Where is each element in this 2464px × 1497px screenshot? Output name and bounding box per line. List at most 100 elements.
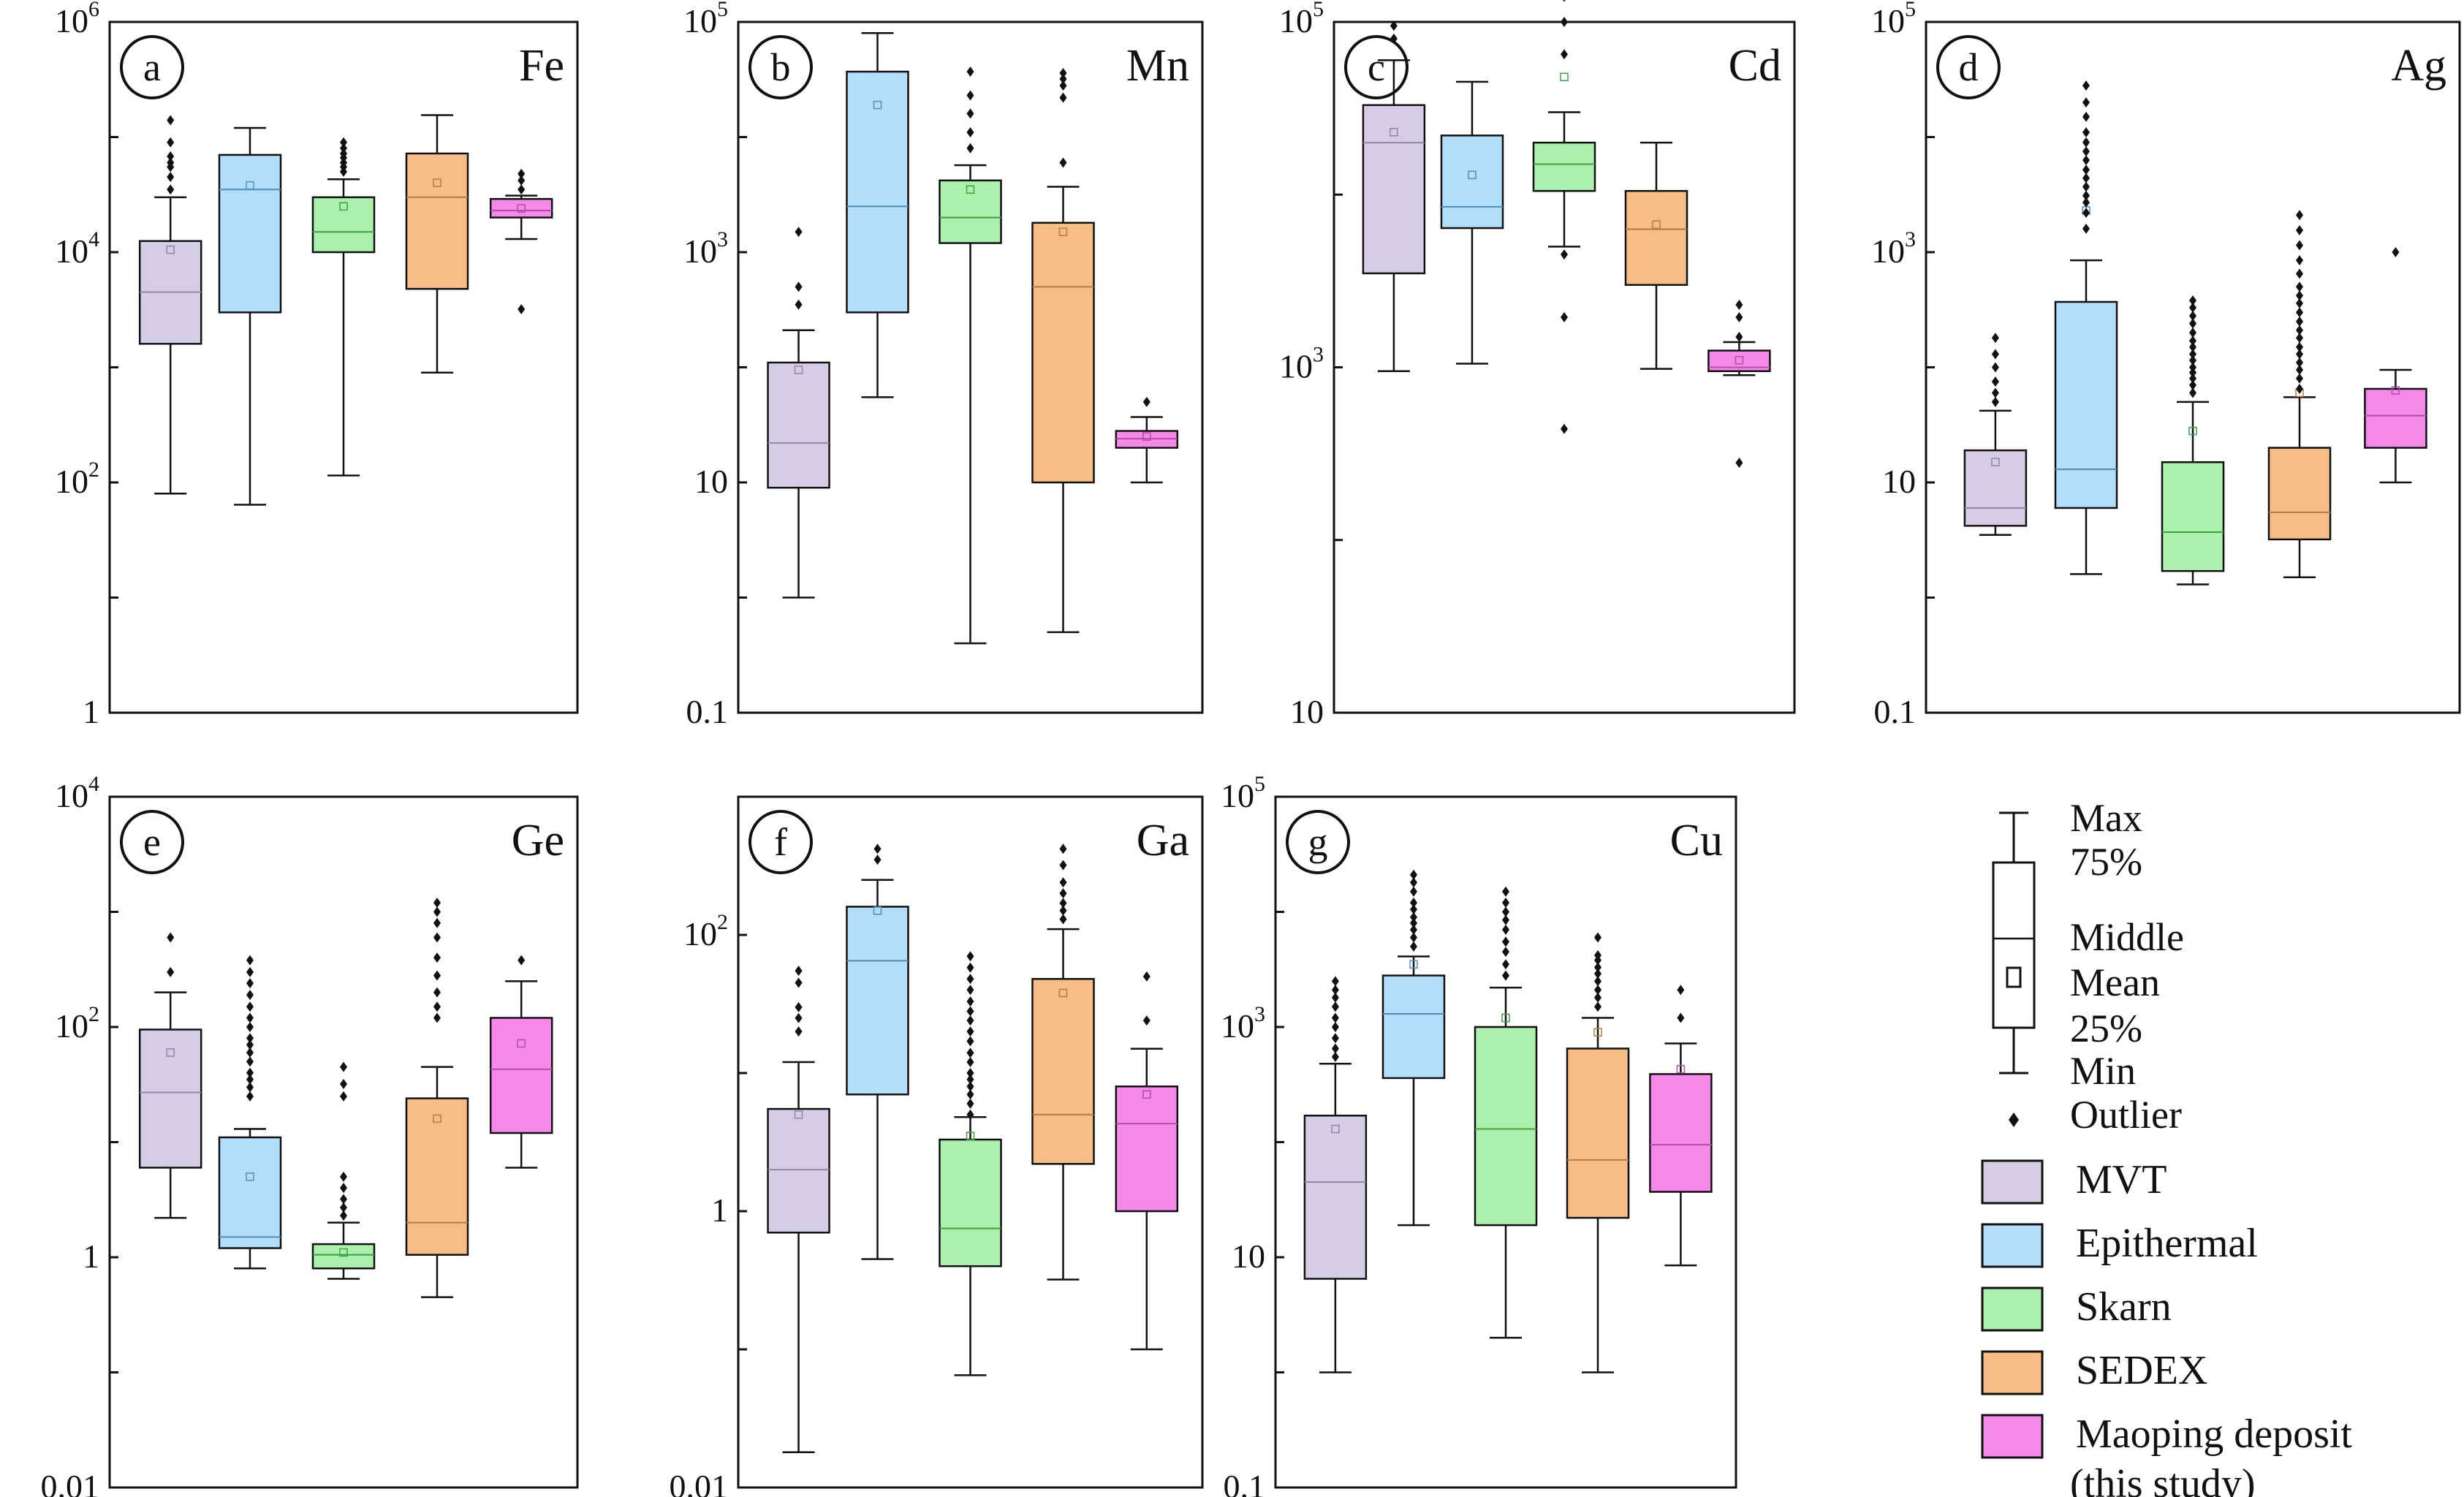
- outlier-point: [1059, 80, 1067, 91]
- outlier-point: [1410, 917, 1417, 928]
- outlier-point: [1059, 157, 1067, 168]
- mean-marker: [166, 245, 175, 254]
- box-epithermal: [1440, 80, 1504, 365]
- outlier-point: [966, 67, 974, 77]
- mean-marker: [794, 365, 803, 374]
- outlier-point: [1331, 992, 1339, 1003]
- legend-swatch-skarn: [1981, 1286, 2044, 1332]
- mean-marker: [1676, 1064, 1686, 1074]
- iqr-box: [489, 197, 553, 219]
- outlier-point: [1991, 349, 1999, 360]
- outlier-point: [1677, 1012, 1685, 1023]
- legend-label-mvt: MVT: [2076, 1157, 2167, 1202]
- iqr-box: [1532, 141, 1596, 192]
- outlier-point: [246, 1056, 254, 1067]
- key-mean-marker: [2006, 966, 2022, 988]
- y-tick-label: 10: [1232, 1238, 1265, 1275]
- mean-marker: [1652, 220, 1661, 230]
- outlier-point: [518, 175, 526, 186]
- outlier-point: [1502, 970, 1509, 981]
- y-tick-label: 1: [83, 1238, 99, 1275]
- outlier-point: [2296, 333, 2303, 344]
- outlier-point: [340, 1210, 347, 1221]
- outlier-point: [1059, 92, 1067, 103]
- iqr-box: [1303, 1114, 1368, 1280]
- box-maoping-deposit: [1707, 300, 1771, 469]
- outlier-point: [2296, 290, 2303, 301]
- outlier-point: [1561, 423, 1568, 434]
- outlier-point: [246, 990, 254, 1001]
- outlier-point: [1059, 860, 1067, 871]
- outlier-point: [2296, 349, 2303, 360]
- mean-marker: [2188, 426, 2197, 436]
- outlier-point: [2296, 325, 2303, 336]
- outlier-point: [1502, 924, 1509, 935]
- outlier-point: [795, 281, 803, 292]
- y-tick-label: 105: [1279, 0, 1324, 39]
- box-epithermal: [218, 955, 282, 1270]
- outlier-point: [2296, 281, 2303, 292]
- iqr-box: [1649, 1073, 1713, 1193]
- outlier-point: [1331, 985, 1339, 996]
- outlier-point: [340, 1171, 347, 1182]
- iqr-box: [1474, 1026, 1538, 1227]
- iqr-box: [939, 1138, 1002, 1267]
- panels: 1 102 104 106 Fe a 0.1 10 103 105 Mn b 10 103 105 Cd c 0.…: [41, 0, 2461, 1497]
- outlier-point: [167, 151, 175, 162]
- outlier-point: [246, 1022, 254, 1032]
- iqr-box: [405, 152, 469, 290]
- outlier-point: [1502, 898, 1509, 909]
- mean-marker: [1409, 960, 1418, 969]
- key-label-25: 25%: [2070, 1007, 2142, 1050]
- box-sedex: [1624, 141, 1688, 370]
- iqr-box: [2267, 447, 2332, 541]
- outlier-point: [167, 115, 175, 126]
- outlier-point: [2189, 379, 2196, 390]
- outlier-point: [246, 1012, 254, 1023]
- outlier-point: [966, 1006, 974, 1017]
- outlier-point: [1059, 898, 1067, 909]
- outlier-point: [2082, 197, 2090, 208]
- outlier-point: [1059, 877, 1067, 888]
- outlier-point: [167, 184, 175, 195]
- y-tick-label: 103: [1279, 343, 1324, 385]
- element-label: Cd: [1729, 41, 1781, 91]
- box-sedex: [1031, 844, 1095, 1281]
- mean-marker: [966, 1132, 975, 1140]
- iqr-box: [1362, 104, 1426, 275]
- outlier-point: [966, 1068, 974, 1078]
- outlier-point: [340, 137, 347, 148]
- outlier-point: [1142, 971, 1151, 982]
- outlier-point: [2082, 146, 2090, 157]
- iqr-box: [1031, 977, 1095, 1165]
- mean-marker: [1735, 355, 1744, 365]
- iqr-box: [1624, 189, 1688, 287]
- mean-marker: [246, 1172, 254, 1181]
- outlier-point: [2082, 137, 2090, 148]
- box-mvt: [1303, 976, 1368, 1373]
- key-label-mean: Mean: [2070, 960, 2160, 1004]
- outlier-point: [1410, 912, 1417, 922]
- legend-sublabel: (this study): [2070, 1461, 2256, 1497]
- box-sedex: [2267, 210, 2332, 579]
- outlier-point: [1059, 914, 1067, 925]
- outlier-point: [340, 148, 347, 159]
- iqr-box: [138, 1028, 202, 1169]
- outlier-point: [966, 143, 974, 154]
- iqr-box: [1963, 449, 2028, 527]
- outlier-point: [2082, 97, 2090, 108]
- panel-letter: d: [1959, 45, 1979, 89]
- key-label-middle: Middle: [2070, 915, 2184, 959]
- element-label: Cu: [1670, 816, 1723, 865]
- panel-b-mn: 0.1 10 103 105 Mn b: [683, 0, 1204, 730]
- box-maoping-deposit: [489, 168, 553, 314]
- outlier-point: [1059, 73, 1067, 84]
- outlier-point: [795, 966, 803, 977]
- outlier-point: [1991, 387, 1999, 398]
- outlier-point: [1991, 362, 1999, 373]
- outlier-point: [1594, 969, 1601, 979]
- box-skarn: [1474, 886, 1538, 1339]
- outlier-point: [873, 854, 882, 865]
- outlier-point: [246, 955, 254, 966]
- panel-letter-circle: [120, 35, 184, 99]
